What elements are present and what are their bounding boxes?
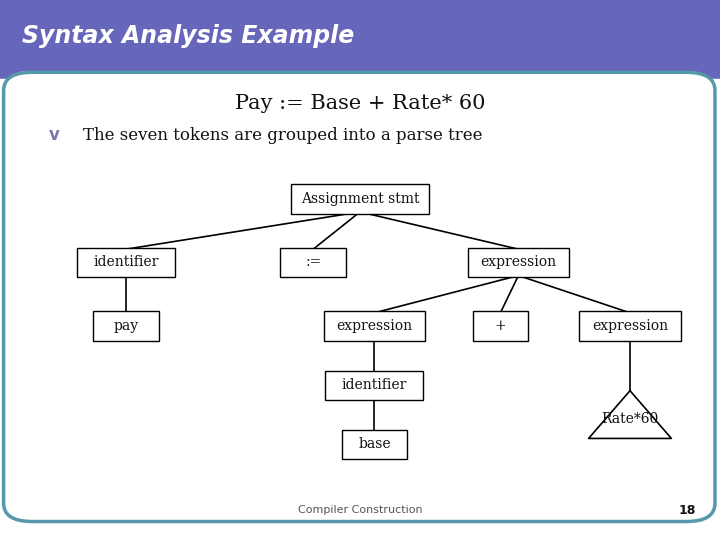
Text: :=: := (305, 255, 321, 269)
Text: pay: pay (114, 319, 138, 333)
Text: The seven tokens are grouped into a parse tree: The seven tokens are grouped into a pars… (83, 126, 482, 144)
Text: Rate*60: Rate*60 (601, 412, 659, 426)
Text: expression: expression (592, 319, 668, 333)
Text: expression: expression (480, 255, 557, 269)
Text: Compiler Construction: Compiler Construction (297, 505, 423, 515)
Text: Pay := Base + Rate* 60: Pay := Base + Rate* 60 (235, 94, 485, 113)
FancyBboxPatch shape (579, 312, 681, 341)
FancyBboxPatch shape (77, 248, 175, 277)
Text: identifier: identifier (94, 255, 158, 269)
FancyBboxPatch shape (281, 248, 346, 277)
Text: base: base (358, 437, 391, 451)
Text: v: v (48, 126, 60, 144)
FancyBboxPatch shape (325, 370, 423, 400)
FancyBboxPatch shape (324, 312, 425, 341)
FancyBboxPatch shape (93, 312, 158, 341)
Text: 18: 18 (679, 504, 696, 517)
FancyBboxPatch shape (291, 184, 428, 214)
FancyBboxPatch shape (473, 312, 528, 341)
Text: Syntax Analysis Example: Syntax Analysis Example (22, 24, 354, 48)
FancyBboxPatch shape (468, 248, 569, 277)
Text: +: + (495, 319, 506, 333)
Text: expression: expression (336, 319, 413, 333)
FancyBboxPatch shape (0, 0, 720, 80)
Text: identifier: identifier (342, 378, 407, 392)
FancyBboxPatch shape (342, 430, 408, 459)
Text: Assignment stmt: Assignment stmt (301, 192, 419, 206)
FancyBboxPatch shape (4, 72, 715, 522)
